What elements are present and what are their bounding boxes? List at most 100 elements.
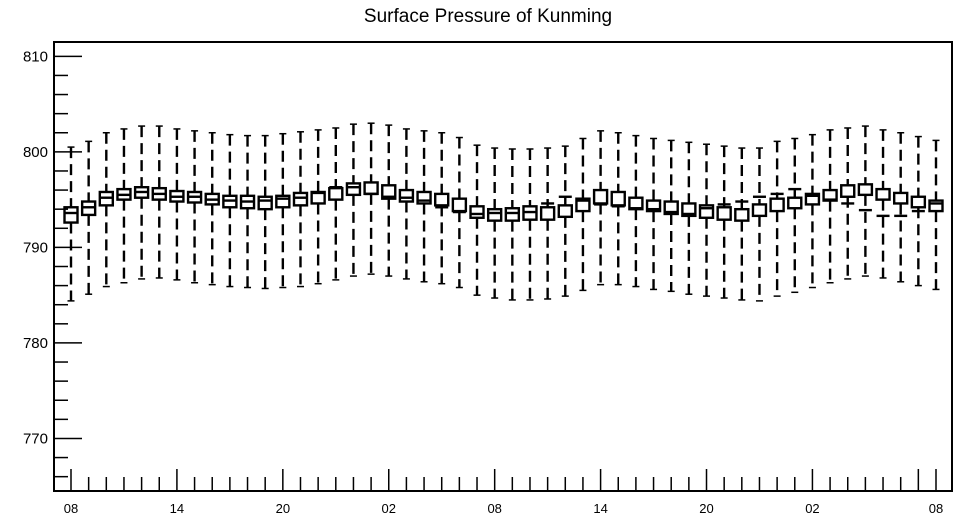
- box-18: [381, 124, 397, 277]
- box-40: [769, 140, 785, 297]
- box-13: [292, 131, 309, 288]
- box-iqr-28: [557, 204, 573, 219]
- x-tick-label-6: 20: [699, 501, 713, 516]
- box-iqr-18: [381, 184, 397, 200]
- box-iqr-44: [840, 184, 856, 198]
- box-iqr-13: [292, 191, 309, 207]
- x-tick-label-7: 02: [805, 501, 819, 516]
- box-17: [363, 122, 379, 275]
- box-41: [787, 137, 803, 294]
- x-tick-label-2: 20: [276, 501, 290, 516]
- box-26: [522, 148, 538, 301]
- box-32: [628, 134, 644, 288]
- box-iqr-30: [592, 188, 609, 205]
- box-22: [451, 136, 468, 289]
- box-1: [80, 140, 97, 295]
- box-iqr-45: [857, 183, 874, 197]
- box-iqr-11: [257, 195, 273, 211]
- box-20: [416, 130, 432, 283]
- box-8: [204, 132, 220, 286]
- box-14: [310, 129, 326, 285]
- box-iqr-42: [804, 192, 821, 206]
- box-4: [133, 125, 150, 280]
- x-tick-label-3: 02: [382, 501, 396, 516]
- box-38: [734, 147, 750, 301]
- box-42: [804, 133, 821, 289]
- box-iqr-38: [734, 207, 750, 222]
- x-tick-label-0: 08: [64, 501, 78, 516]
- box-0: [63, 146, 79, 302]
- y-tick-label-4: 810: [23, 48, 48, 65]
- box-30: [592, 130, 609, 286]
- axes-layer: 770 780 790 800 810 08 14 20 02 08 14 20 02 08: [23, 48, 943, 516]
- plot-frame: [53, 41, 953, 492]
- box-7: [186, 130, 203, 284]
- box-16: [345, 123, 362, 277]
- box-10: [239, 134, 256, 289]
- y-tick-label-1: 780: [23, 335, 48, 352]
- box-iqr-15: [328, 186, 344, 201]
- box-23: [469, 144, 485, 296]
- box-9: [222, 133, 238, 288]
- box-iqr-48: [910, 195, 927, 209]
- box-iqr-47: [892, 191, 909, 205]
- box-iqr-27: [539, 206, 556, 221]
- box-iqr-21: [434, 192, 450, 207]
- box-2: [98, 132, 115, 288]
- box-37: [716, 145, 732, 299]
- box-iqr-12: [275, 194, 291, 209]
- box-5: [151, 125, 167, 279]
- box-43: [822, 129, 838, 284]
- box-iqr-25: [504, 207, 521, 222]
- box-31: [610, 132, 626, 286]
- x-tick-label-5: 14: [593, 501, 607, 516]
- box-44: [840, 127, 856, 280]
- box-19: [398, 128, 415, 280]
- box-12: [275, 132, 291, 289]
- x-tick-label-4: 08: [487, 501, 501, 516]
- chart-title: Surface Pressure of Kunming: [364, 6, 612, 27]
- box-iqr-37: [716, 206, 732, 221]
- box-45: [857, 125, 874, 277]
- y-tick-label-0: 770: [23, 430, 48, 447]
- x-tick-label-8: 08: [929, 501, 943, 516]
- box-iqr-39: [751, 203, 768, 218]
- box-iqr-49: [928, 199, 944, 213]
- box-iqr-24: [486, 207, 503, 222]
- box-iqr-16: [345, 182, 362, 197]
- box-iqr-19: [398, 188, 415, 203]
- y-tick-label-2: 790: [23, 239, 48, 256]
- box-iqr-17: [363, 181, 379, 196]
- box-iqr-41: [787, 196, 803, 210]
- boxes-layer: [63, 122, 944, 302]
- box-iqr-33: [645, 199, 662, 213]
- box-3: [116, 128, 132, 284]
- box-35: [681, 141, 697, 295]
- box-iqr-31: [610, 190, 626, 207]
- box-36: [698, 143, 715, 297]
- y-tick-label-3: 800: [23, 144, 48, 161]
- box-29: [575, 137, 591, 292]
- box-iqr-0: [63, 206, 79, 224]
- box-15: [328, 127, 344, 281]
- box-48: [910, 135, 927, 287]
- box-iqr-40: [769, 197, 785, 213]
- box-24: [486, 147, 503, 299]
- box-21: [434, 132, 450, 285]
- box-34: [663, 139, 679, 293]
- box-47: [892, 132, 909, 283]
- box-46: [875, 129, 891, 279]
- box-iqr-23: [469, 205, 485, 219]
- box-49: [928, 139, 944, 291]
- box-39: [751, 147, 768, 302]
- box-33: [645, 137, 662, 291]
- box-6: [169, 128, 185, 281]
- box-27: [539, 147, 556, 300]
- box-iqr-22: [451, 197, 468, 213]
- box-25: [504, 148, 521, 301]
- box-iqr-46: [875, 187, 891, 201]
- box-28: [557, 145, 573, 297]
- x-tick-label-1: 14: [170, 501, 184, 516]
- box-iqr-20: [416, 190, 432, 205]
